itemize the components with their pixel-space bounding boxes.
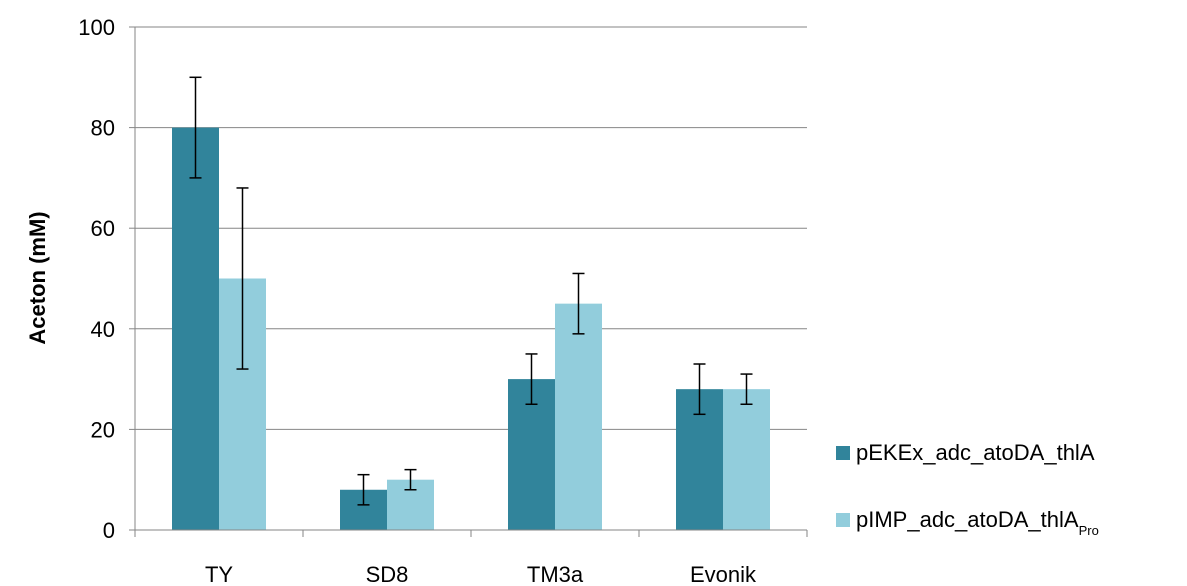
y-axis-title: Aceton (mM) (25, 211, 50, 344)
legend: pEKEx_adc_atoDA_thlA pIMP_adc_atoDA_thlA… (836, 440, 1099, 538)
legend-label-pekex: pEKEx_adc_atoDA_thlA (856, 440, 1095, 465)
y-tick-label: 20 (91, 417, 115, 442)
bar (555, 303, 602, 530)
y-tick-label: 40 (91, 317, 115, 342)
bar (723, 389, 770, 530)
legend-swatch-pimp (836, 513, 850, 527)
axes: 0 20 40 60 80 100 TY SD8 TM3a Evonik (78, 15, 808, 586)
y-tick-label: 80 (91, 116, 115, 141)
error-bars (189, 76, 753, 506)
x-tick-label: TY (205, 562, 233, 586)
legend-label-pimp: pIMP_adc_atoDA_thlAPro (856, 507, 1099, 538)
bar (172, 127, 219, 530)
y-tick-label: 60 (91, 216, 115, 241)
x-tick-label: Evonik (690, 562, 757, 586)
x-tick-label: TM3a (527, 562, 584, 586)
legend-swatch-pekex (836, 446, 850, 460)
x-tick-label: SD8 (366, 562, 409, 586)
y-tick-label: 100 (78, 15, 115, 40)
bars (172, 127, 770, 530)
y-tick-label: 0 (103, 518, 115, 543)
legend-label-pimp-main: pIMP_adc_atoDA_thlA (856, 507, 1079, 532)
legend-label-pimp-subscript: Pro (1079, 523, 1099, 538)
